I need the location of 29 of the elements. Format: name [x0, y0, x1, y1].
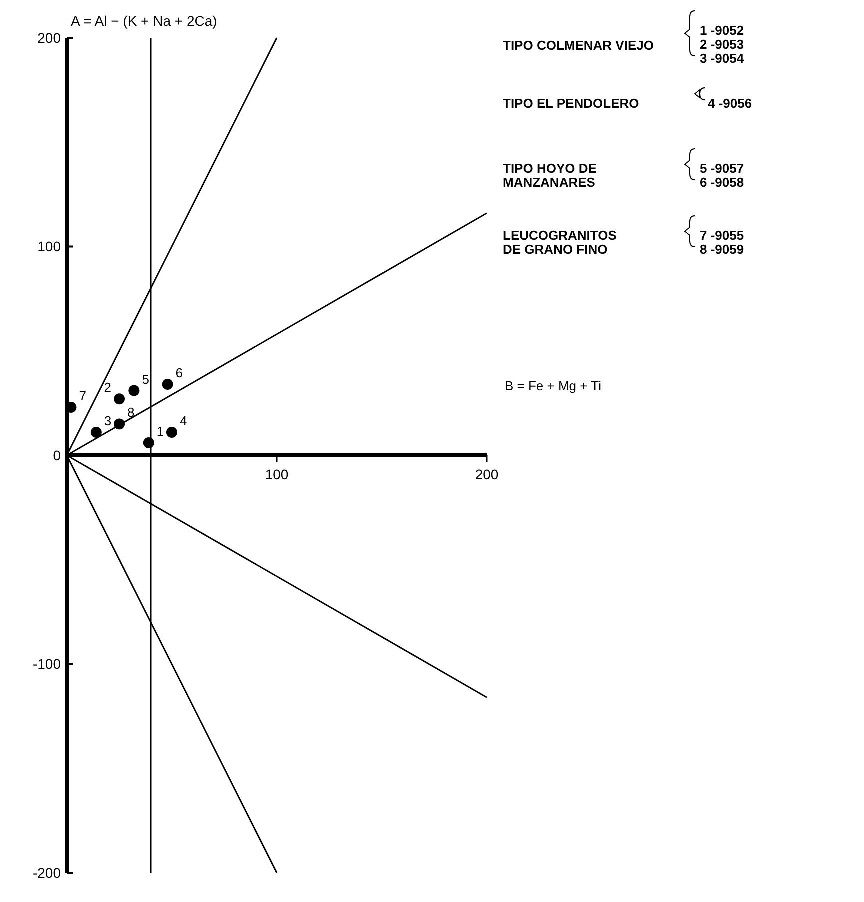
annotation: 6 — [176, 366, 184, 381]
text: LEUCOGRANITOS — [503, 228, 618, 243]
text: DE GRANO FINO — [503, 242, 608, 257]
y-tick-label: 100 — [38, 238, 62, 255]
text: TIPO HOYO DE — [503, 161, 598, 176]
y-axis-title: A = Al − (K + Na + 2Ca) — [71, 13, 218, 29]
y-tick-label: 0 — [53, 447, 62, 464]
annotation: 7 — [79, 388, 86, 404]
text: 3 -9054 — [700, 51, 745, 66]
annotation: 8 — [128, 405, 135, 420]
annotation: 2 — [104, 380, 112, 396]
annotation: 3 — [104, 414, 112, 429]
annotation: 5 — [142, 372, 150, 387]
y-tick-label: -100 — [32, 656, 62, 672]
text: TIPO EL PENDOLERO — [503, 96, 640, 111]
text: 4 -9056 — [708, 96, 752, 111]
text: 8 -9059 — [700, 242, 744, 257]
text: MANZANARES — [503, 175, 596, 190]
text: TIPO COLMENAR VIEJO — [503, 38, 654, 53]
text: 5 -9057 — [700, 161, 744, 176]
text: 1 -9052 — [700, 23, 744, 38]
y-tick-label: -200 — [32, 864, 62, 881]
annotation: 4 — [180, 414, 188, 429]
text: 6 -9058 — [700, 175, 744, 190]
annotation: 1 — [156, 424, 164, 439]
text: 2 -9053 — [700, 37, 744, 52]
y-tick-label: 200 — [38, 30, 62, 46]
x-axis-title: B = Fe + Mg + Ti — [505, 378, 602, 394]
text: 7 -9055 — [700, 228, 744, 243]
